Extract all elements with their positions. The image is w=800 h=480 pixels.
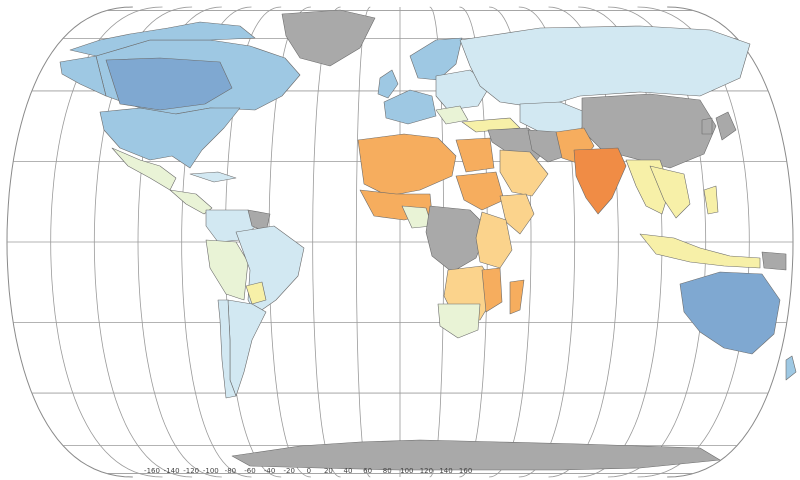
- country-horn-of-africa: [499, 193, 535, 235]
- country-alaska: [59, 55, 107, 97]
- longitude-tick-label: 0: [307, 467, 311, 475]
- country-mexico: [111, 147, 177, 191]
- longitude-tick-label: 40: [344, 467, 353, 475]
- country-usa: [99, 107, 241, 169]
- country-caribbean: [189, 171, 237, 183]
- longitude-tick-label: -40: [264, 467, 275, 475]
- country-eastern-europe: [435, 69, 491, 111]
- country-chile: [217, 299, 237, 399]
- longitude-tick-label: 100: [400, 467, 413, 475]
- longitude-tick-label: -160: [144, 467, 160, 475]
- longitude-tick-label: 80: [383, 467, 392, 475]
- country-russia: [459, 25, 751, 109]
- longitude-tick-label: -100: [203, 467, 219, 475]
- country-sudan: [455, 171, 505, 211]
- longitude-tick-label: -20: [283, 467, 294, 475]
- longitude-tick-label: -140: [164, 467, 180, 475]
- country-north-america-west: [105, 57, 233, 111]
- country-indochina: [649, 165, 691, 219]
- country-argentina: [227, 299, 267, 397]
- country-uk-ireland: [377, 69, 399, 99]
- country-peru-bolivia: [205, 239, 249, 301]
- country-balkans: [435, 105, 469, 125]
- longitude-tick-label: 160: [459, 467, 472, 475]
- country-new-zealand: [785, 355, 797, 381]
- country-western-europe: [383, 89, 437, 125]
- country-saudi-arabia: [499, 149, 549, 197]
- country-south-africa: [437, 303, 481, 339]
- longitude-tick-label: 60: [363, 467, 372, 475]
- longitude-tick-label: -120: [183, 467, 199, 475]
- longitude-axis: -160 -140 -120 -100 -80 -60 -40 -20 0 20 40 60 80 100…: [144, 467, 472, 475]
- country-japan: [715, 111, 737, 141]
- country-philippines: [703, 185, 719, 215]
- country-central-africa: [425, 205, 489, 273]
- longitude-tick-label: -80: [225, 467, 236, 475]
- country-egypt: [455, 137, 495, 173]
- country-canada-north: [69, 21, 256, 57]
- country-antarctica: [231, 439, 721, 471]
- country-india: [573, 147, 627, 215]
- land-areas: [59, 9, 797, 471]
- country-turkey: [461, 117, 521, 133]
- country-scandinavia: [409, 37, 463, 81]
- country-indonesia: [639, 233, 761, 269]
- country-madagascar: [509, 279, 525, 315]
- country-paraguay: [245, 281, 267, 305]
- longitude-tick-label: 140: [439, 467, 452, 475]
- longitude-tick-label: 120: [420, 467, 433, 475]
- country-papua: [761, 251, 787, 271]
- country-north-africa: [357, 133, 457, 197]
- longitude-tick-label: 20: [324, 467, 333, 475]
- country-australia: [679, 271, 781, 355]
- country-korea: [701, 117, 713, 135]
- country-mozambique: [481, 267, 503, 313]
- country-greenland: [281, 9, 376, 67]
- longitude-tick-label: -60: [244, 467, 255, 475]
- country-iran: [527, 129, 567, 163]
